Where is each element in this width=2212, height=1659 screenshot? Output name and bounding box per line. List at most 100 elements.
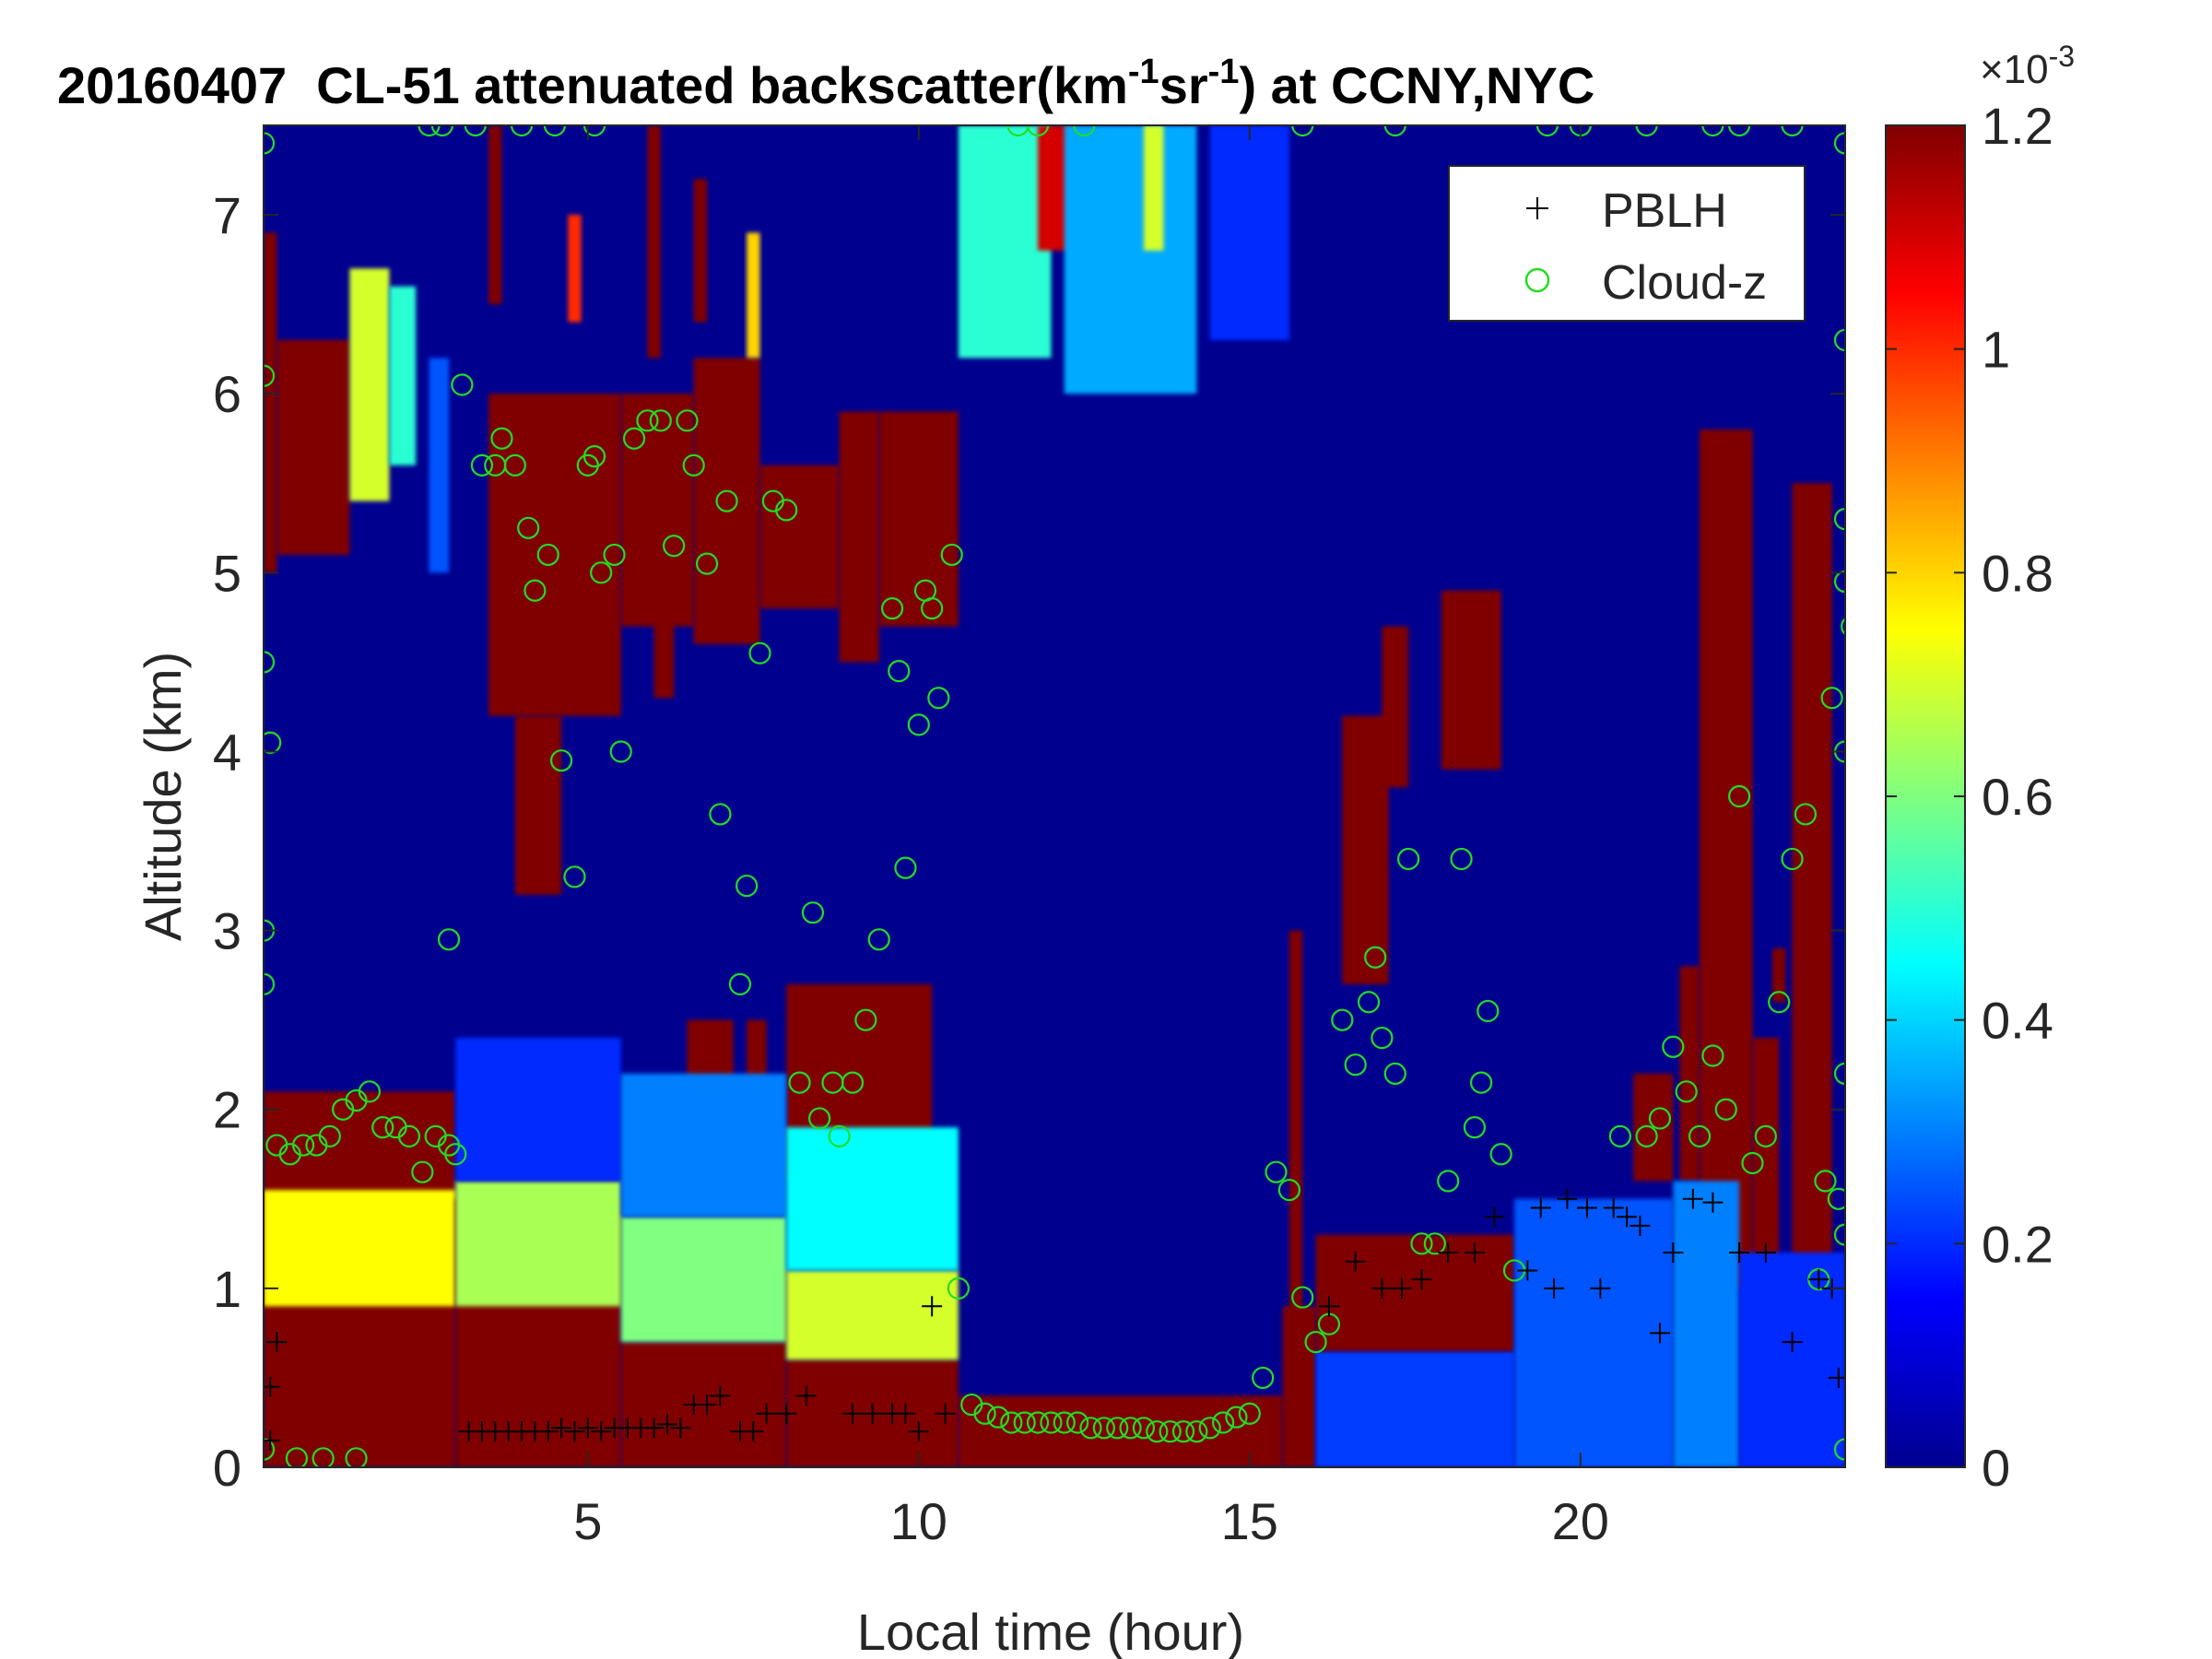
pblh-point [1808, 1269, 1830, 1290]
boundary-layer-cell [786, 1127, 959, 1271]
cloud-z-point [947, 1277, 970, 1300]
cloud-z-point [828, 1124, 851, 1147]
y-tick-label: 1 [213, 1260, 241, 1318]
cloud-layer-cell [1064, 125, 1197, 394]
pblh-point [1557, 1188, 1578, 1209]
cloud-z-point [715, 489, 738, 512]
cloud-layer-cell [878, 411, 959, 627]
y-tick-label: 3 [213, 902, 241, 960]
cloud-z-point [1833, 570, 1845, 594]
cloud-z-point [841, 1071, 865, 1094]
cloud-z-point [1291, 1286, 1314, 1309]
cloud-z-point [1225, 1406, 1248, 1429]
cloud-z-point [318, 1124, 341, 1147]
cloud-z-point [1781, 847, 1804, 871]
pblh-point [1729, 1242, 1750, 1264]
cloud-z-point [880, 597, 904, 620]
cloud-z-point [1013, 1411, 1036, 1434]
cloud-z-point [582, 445, 606, 468]
cloud-z-point [397, 1124, 421, 1147]
cloud-z-point [1848, 804, 1868, 824]
cloud-z-point [1198, 1417, 1221, 1440]
cloud-z-point [695, 552, 719, 575]
cloud-layer-cell [1143, 125, 1164, 251]
cloud-z-point [517, 516, 540, 539]
cloud-layer-cell [1679, 966, 1700, 1182]
boundary-layer-cell [1315, 1350, 1515, 1467]
pblh-point [1576, 1197, 1597, 1218]
cloud-z-point [549, 749, 573, 772]
cloud-z-point [1848, 455, 1868, 476]
cloud-z-point [1470, 1071, 1493, 1094]
cloud-z-point [1463, 1116, 1487, 1139]
plot-frame [263, 124, 1846, 1468]
cloud-z-point [543, 125, 567, 137]
pblh-point [1544, 1277, 1565, 1299]
pblh-point [1371, 1277, 1393, 1299]
cloud-z-point [1277, 1178, 1300, 1202]
legend: PBLH Cloud-z [1448, 165, 1806, 322]
cloud-z-point [264, 1438, 276, 1461]
cloud-layer-cell [488, 394, 621, 716]
pblh-point [1617, 1206, 1638, 1228]
cloud-z-point [1006, 125, 1030, 137]
cloud-layer-cell [1792, 483, 1832, 1324]
cloud-z-point [854, 1008, 877, 1031]
cloud-z-point [1833, 132, 1845, 155]
x-axis-label: Local time (hour) [857, 1603, 1244, 1659]
cloud-z-point [636, 409, 659, 432]
cloud-z-point [312, 1447, 335, 1467]
cloud-z-point [1079, 1417, 1102, 1440]
cloud-z-point [940, 543, 963, 567]
cloud-z-point [358, 1080, 381, 1103]
pblh-point [862, 1403, 883, 1424]
cloud-z-point [264, 651, 276, 674]
cloud-z-point [1291, 125, 1314, 137]
cloud-z-point [1437, 1170, 1460, 1193]
y-axis-label: Altitude (km) [134, 652, 192, 941]
cloud-z-point [1211, 1411, 1235, 1434]
pblh-point [670, 1418, 691, 1439]
cloud-z-point [1728, 784, 1751, 808]
pblh-point [1438, 1242, 1459, 1264]
boundary-layer-cell [1673, 1181, 1740, 1467]
y-tick-label: 5 [213, 544, 241, 602]
cloud-z-point [1820, 687, 1843, 710]
colorbar-tick-label: 1.2 [1982, 97, 2053, 155]
cloud-z-point [524, 579, 547, 602]
boundary-layer-cell [620, 1073, 787, 1218]
cloud-z-point [451, 373, 474, 396]
cloud-z-point [1701, 1044, 1724, 1067]
y-tick-label: 6 [213, 365, 241, 423]
cloud-z-point [1741, 1151, 1764, 1175]
cloud-z-point [536, 543, 559, 567]
y-tick-label: 0 [213, 1439, 241, 1497]
cloud-layer-cell [514, 715, 562, 895]
cloud-z-point [1635, 125, 1658, 137]
cloud-z-point [1688, 1124, 1712, 1147]
y-tick-label: 4 [213, 723, 241, 781]
cloud-z-point [1146, 1420, 1169, 1443]
pblh-point [710, 1385, 731, 1406]
pblh-point [564, 1421, 585, 1442]
cloud-z-point [1185, 1420, 1208, 1443]
cloud-z-point [1814, 1170, 1837, 1193]
cloud-z-point [1331, 1008, 1354, 1031]
pblh-point [935, 1403, 956, 1424]
cloud-z-point [1106, 1417, 1129, 1440]
cloud-z-point [1053, 1411, 1076, 1434]
colorbar: 0 0.2 0.4 0.6 0.8 1 1.2 ×10-3 [1885, 40, 2075, 1497]
pblh-point [1828, 1367, 1845, 1388]
cloud-layer-cell [747, 232, 760, 359]
boundary-layer-cell [455, 1181, 621, 1307]
cloud-layer-cell [1382, 626, 1409, 788]
cloud-z-point [264, 972, 276, 995]
cloud-z-point [986, 1406, 1010, 1429]
cloud-z-point [788, 1071, 811, 1094]
cloud-layer-cell [276, 339, 350, 555]
pblh-point [656, 1414, 677, 1435]
cloud-z-point [1364, 946, 1387, 969]
cloud-z-point [1092, 1417, 1115, 1440]
boundary-layer-cell [786, 1270, 959, 1360]
cloud-z-point [1450, 847, 1473, 871]
